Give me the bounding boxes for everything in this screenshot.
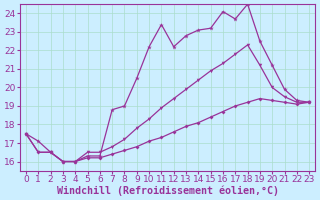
X-axis label: Windchill (Refroidissement éolien,°C): Windchill (Refroidissement éolien,°C) [57,185,279,196]
